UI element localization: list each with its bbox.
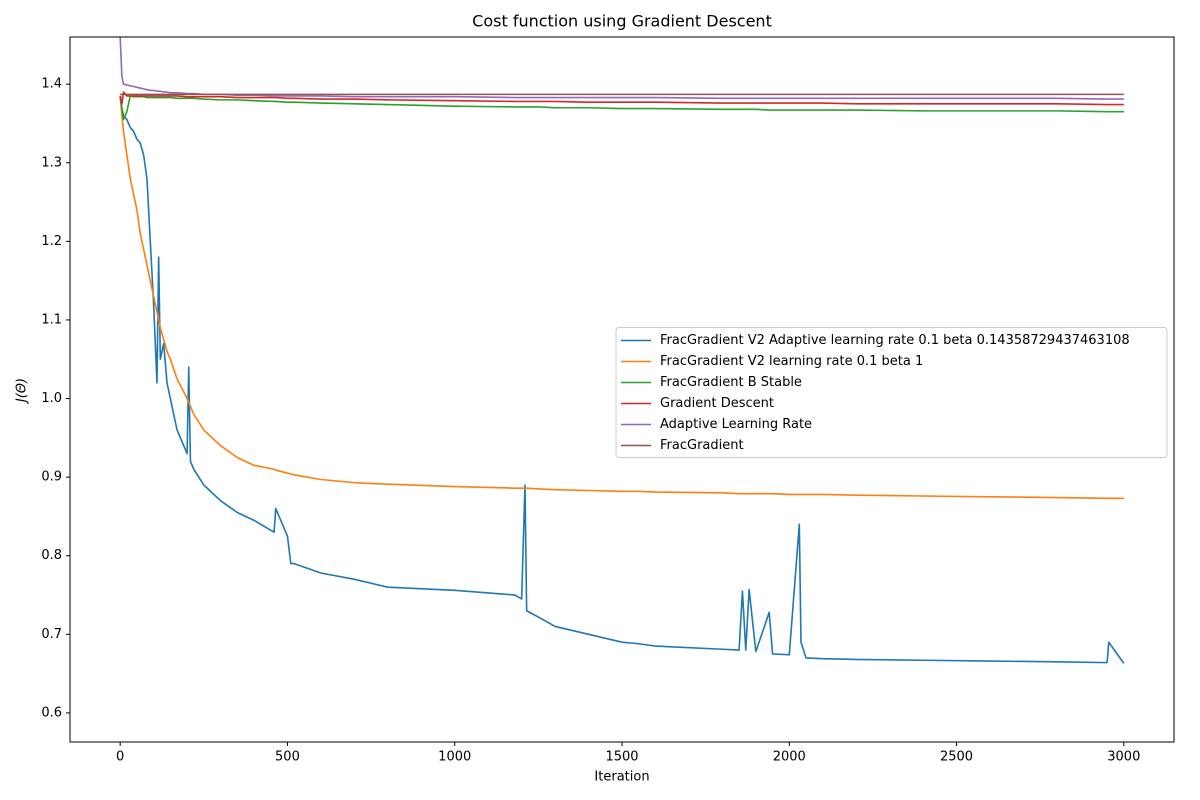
plot-lines	[119, 37, 1125, 664]
x-tick-label: 2000	[773, 750, 806, 765]
x-tick-label: 0	[116, 750, 124, 765]
x-tick-label: 1500	[605, 750, 638, 765]
legend-label: Adaptive Learning Rate	[660, 417, 812, 432]
y-tick-label: 1.3	[41, 155, 62, 170]
y-tick-label: 0.7	[41, 627, 62, 642]
series-line	[119, 37, 1124, 100]
y-tick-label: 1.1	[41, 312, 62, 327]
x-tick-label: 2500	[940, 750, 973, 765]
series-line	[119, 91, 1124, 106]
series-line	[119, 95, 1124, 121]
y-tick-label: 0.9	[41, 470, 62, 485]
legend-box	[615, 327, 1168, 458]
y-tick-label: 0.8	[41, 548, 62, 563]
y-tick-label: 1.0	[41, 391, 62, 406]
legend-label: Gradient Descent	[660, 396, 774, 411]
series-line	[119, 95, 1124, 500]
legend-label: FracGradient B Stable	[660, 375, 802, 390]
x-axis-label: Iteration	[594, 770, 649, 785]
legend-label: FracGradient V2 Adaptive learning rate 0…	[660, 333, 1130, 348]
x-tick-label: 500	[275, 750, 300, 765]
y-tick-label: 1.4	[41, 77, 62, 92]
y-tick-label: 0.6	[41, 705, 62, 720]
x-tick-label: 3000	[1107, 750, 1140, 765]
y-axis-label: J(Θ)	[15, 378, 30, 405]
y-tick-label: 1.2	[41, 234, 62, 249]
legend-label: FracGradient	[660, 438, 744, 453]
x-tick-label: 1000	[438, 750, 471, 765]
legend-label: FracGradient V2 learning rate 0.1 beta 1	[660, 354, 923, 369]
chart-title: Cost function using Gradient Descent	[472, 12, 772, 31]
